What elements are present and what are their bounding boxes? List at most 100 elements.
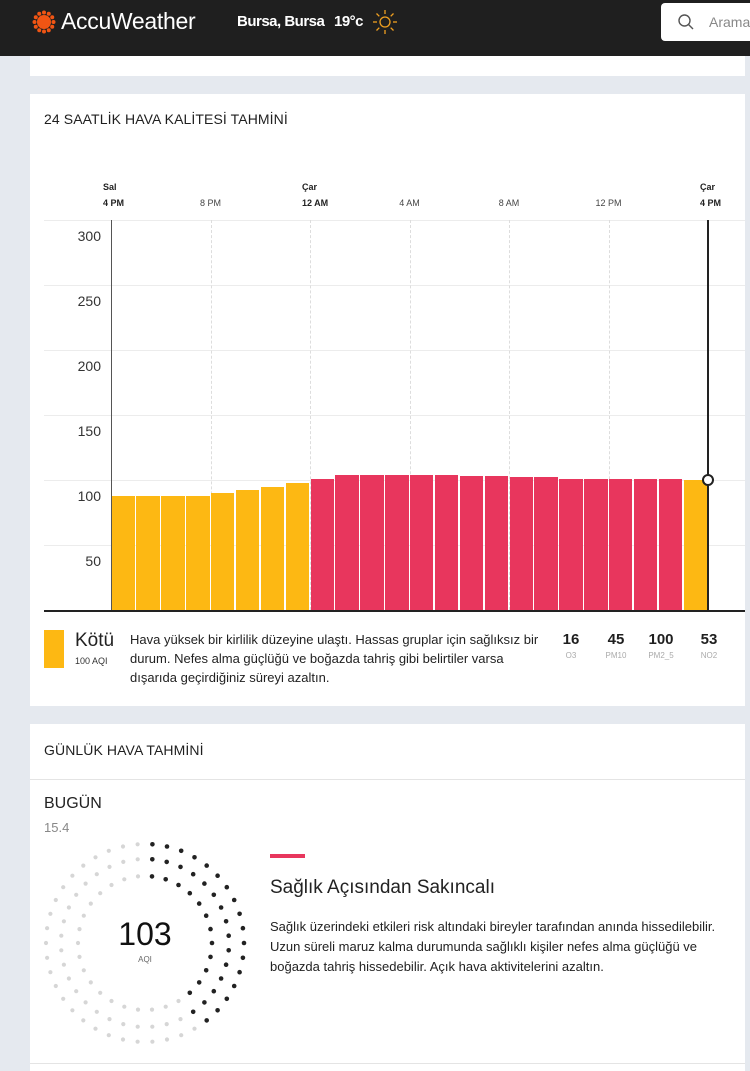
gauge-dot <box>163 877 168 882</box>
daily-description: Sağlık üzerindeki etkileri risk altındak… <box>270 919 716 974</box>
gauge-dot <box>196 980 202 985</box>
gauge-dot <box>59 948 64 953</box>
category-label: Kötü <box>75 630 115 651</box>
aqi-bar[interactable] <box>360 474 384 610</box>
gauge-dot <box>218 976 224 981</box>
day-label[interactable]: BUGÜN <box>44 795 102 812</box>
current-value-marker[interactable] <box>702 474 714 486</box>
aqi-bar[interactable] <box>186 495 210 610</box>
gauge-dot <box>48 970 53 975</box>
gauge-dot <box>203 913 209 918</box>
gauge-dot <box>121 1022 126 1027</box>
gauge-dot <box>83 881 88 886</box>
gridline <box>44 415 745 416</box>
aqi-bar[interactable] <box>335 474 359 610</box>
gridline <box>44 285 745 286</box>
gauge-dot <box>120 844 126 849</box>
gauge-dot <box>61 885 66 890</box>
gauge-dot <box>226 933 231 938</box>
gauge-dot <box>135 1039 140 1044</box>
brand-logo[interactable]: AccuWeather <box>61 8 196 34</box>
aqi-bar[interactable] <box>534 477 558 610</box>
gauge-dot <box>176 998 181 1004</box>
gauge-dot <box>215 1008 220 1013</box>
sun-icon <box>373 10 397 34</box>
aqi-bar[interactable] <box>509 477 533 610</box>
gauge-dot <box>135 857 140 862</box>
aqi-bar[interactable] <box>235 490 260 610</box>
aqi-bar[interactable] <box>434 474 459 610</box>
gauge-dot <box>150 857 155 862</box>
pollutant-list: 16 O3 45 PM10 100 PM2_5 53 NO2 <box>551 631 731 671</box>
gauge-dot <box>135 874 141 879</box>
gauge-dot <box>135 842 140 847</box>
search-input[interactable]: Arama <box>661 3 750 41</box>
gauge-dot <box>59 933 64 938</box>
aqi-bar[interactable] <box>459 476 484 610</box>
aqi-bar[interactable] <box>633 478 658 610</box>
gauge-dot <box>135 1007 141 1012</box>
gauge-dot <box>109 998 114 1004</box>
gauge-dot <box>208 926 213 932</box>
gauge-dot <box>226 948 231 953</box>
y-tick-label: 300 <box>77 228 101 244</box>
time-gridline <box>509 220 510 610</box>
gauge-dot <box>164 1022 169 1027</box>
y-tick-label: 100 <box>77 488 101 504</box>
aqi-bar[interactable] <box>211 493 235 610</box>
y-tick-label: 200 <box>77 358 101 374</box>
daily-forecast-title: GÜNLÜK HAVA TAHMİNİ <box>44 742 204 758</box>
current-location[interactable]: Bursa, Bursa <box>237 13 325 30</box>
top-header: AccuWeather Bursa, Bursa 19°c Arama <box>0 0 750 56</box>
gauge-dot <box>190 1009 196 1015</box>
category-aqi: 100 AQI <box>75 656 108 666</box>
time-gridline <box>409 220 411 610</box>
gauge-dot <box>204 1018 209 1023</box>
gridline <box>44 350 745 351</box>
aqi-bar[interactable] <box>136 495 160 610</box>
gauge-dot <box>164 844 170 849</box>
gauge-dot <box>66 905 71 910</box>
gauge-dot <box>179 1033 184 1038</box>
accuweather-logo-icon[interactable] <box>32 10 56 34</box>
time-gridline <box>608 220 610 610</box>
divider <box>30 1063 745 1064</box>
gauge-dot <box>77 954 82 959</box>
aqi-bar[interactable] <box>559 478 583 610</box>
gauge-dot <box>109 882 114 888</box>
gauge-dot <box>240 925 246 931</box>
previous-card <box>30 56 745 76</box>
aqi-bar[interactable] <box>285 482 309 610</box>
gauge-dot <box>98 990 103 995</box>
gauge-dot <box>43 940 49 946</box>
aqi-bar[interactable] <box>584 478 608 610</box>
gauge-dot <box>98 891 103 896</box>
category-color-swatch <box>44 630 64 668</box>
aqi-bar[interactable] <box>484 476 508 610</box>
gauge-dot <box>192 1026 197 1031</box>
aqi-bar[interactable] <box>385 474 409 610</box>
x-tick-day: Çar <box>302 182 318 192</box>
gauge-dot <box>202 881 207 886</box>
gauge-dot <box>61 919 66 924</box>
aqi-bar[interactable] <box>683 480 707 610</box>
aqi-bar[interactable] <box>410 474 434 610</box>
aqi-bar[interactable] <box>658 478 683 610</box>
gauge-dot <box>178 864 183 870</box>
pollutant-item: 45 PM10 <box>596 631 636 660</box>
aqi-bar[interactable] <box>609 478 633 610</box>
gauge-dot <box>106 1033 111 1038</box>
aqi-bar[interactable] <box>111 495 135 610</box>
gauge-dot <box>218 905 224 910</box>
aqi-bar[interactable] <box>161 495 185 610</box>
time-gridline <box>310 220 311 610</box>
gauge-dot <box>231 983 237 989</box>
current-time-line <box>707 220 709 610</box>
current-temperature: 19°c <box>334 13 364 30</box>
gauge-dot <box>81 1018 86 1023</box>
gauge-dot <box>176 882 181 888</box>
aqi-bar[interactable] <box>260 486 285 610</box>
aqi-bar[interactable] <box>310 478 334 610</box>
gauge-dot <box>83 1000 88 1005</box>
gauge-dot <box>149 874 155 879</box>
